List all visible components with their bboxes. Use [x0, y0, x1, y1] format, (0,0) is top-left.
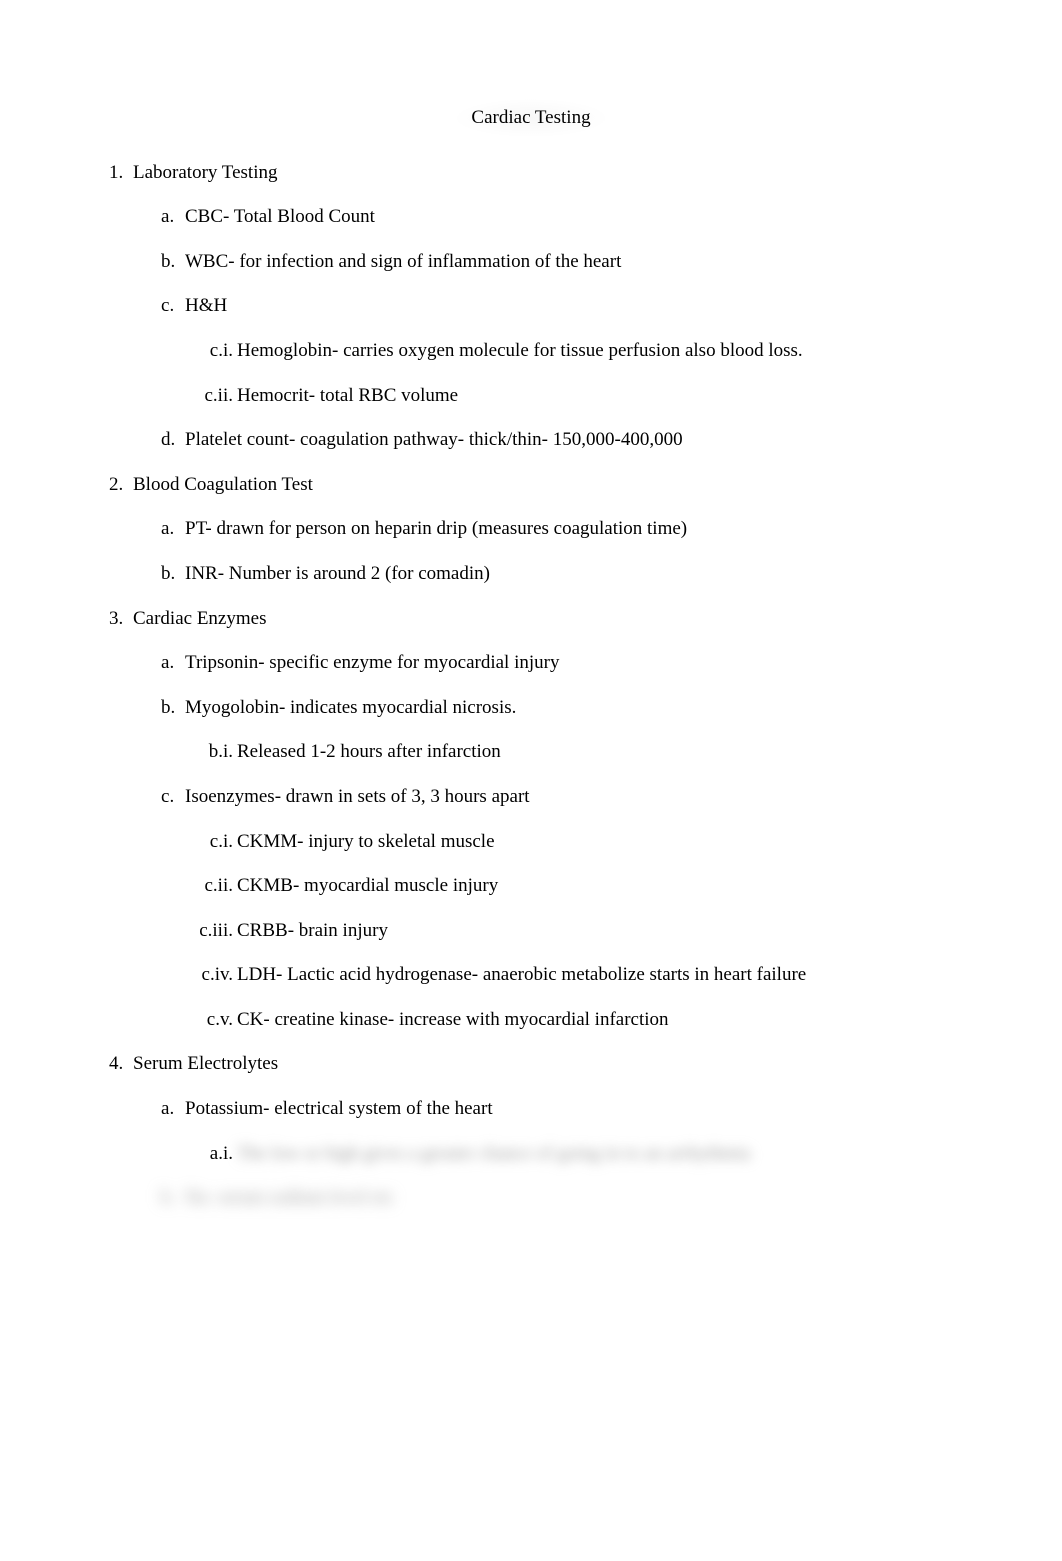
- outline-level2: CBC- Total Blood Count WBC- for infectio…: [133, 204, 967, 454]
- section-label: Serum Electrolytes: [133, 1053, 278, 1074]
- item-text: H&H: [185, 295, 227, 316]
- list-item: Myogolobin- indicates myocardial nicrosi…: [185, 695, 967, 766]
- l3-marker: c.iii.: [195, 918, 233, 945]
- list-item: c.i.Hemoglobin- carries oxygen molecule …: [237, 338, 967, 365]
- l3-marker: c.i.: [195, 829, 233, 856]
- item-text: INR- Number is around 2 (for comadin): [185, 563, 490, 584]
- list-item: c.ii.CKMB- myocardial muscle injury: [237, 873, 967, 900]
- item-text: CRBB- brain injury: [237, 920, 388, 941]
- item-text: Tripsonin- specific enzyme for myocardia…: [185, 652, 559, 673]
- outline-level3: c.i.Hemoglobin- carries oxygen molecule …: [185, 338, 967, 409]
- l3-marker: c.iv.: [195, 962, 233, 989]
- list-item: INR- Number is around 2 (for comadin): [185, 561, 967, 588]
- list-item: a.i.The low or high gives a greater chan…: [237, 1141, 967, 1168]
- outline-level3: a.i.The low or high gives a greater chan…: [185, 1141, 967, 1168]
- list-item: Isoenzymes- drawn in sets of 3, 3 hours …: [185, 784, 967, 1034]
- list-item: c.iv.LDH- Lactic acid hydrogenase- anaer…: [237, 962, 967, 989]
- section-laboratory-testing: Laboratory Testing CBC- Total Blood Coun…: [133, 160, 967, 454]
- list-item: Platelet count- coagulation pathway- thi…: [185, 427, 967, 454]
- item-text: WBC- for infection and sign of inflammat…: [185, 251, 621, 272]
- l3-marker: c.ii.: [195, 383, 233, 410]
- outline-level3: c.i.CKMM- injury to skeletal muscle c.ii…: [185, 829, 967, 1034]
- item-text: Isoenzymes- drawn in sets of 3, 3 hours …: [185, 786, 530, 807]
- l3-marker: c.i.: [195, 338, 233, 365]
- list-item: H&H c.i.Hemoglobin- carries oxygen molec…: [185, 293, 967, 409]
- section-blood-coagulation-test: Blood Coagulation Test PT- drawn for per…: [133, 472, 967, 588]
- blurred-text: The low or high gives a greater chance o…: [237, 1143, 750, 1164]
- item-text: Potassium- electrical system of the hear…: [185, 1098, 493, 1119]
- outline-level3: b.i.Released 1-2 hours after infarction: [185, 739, 967, 766]
- item-text: PT- drawn for person on heparin drip (me…: [185, 518, 687, 539]
- section-label: Laboratory Testing: [133, 162, 277, 183]
- outline-level2: Tripsonin- specific enzyme for myocardia…: [133, 650, 967, 1033]
- section-serum-electrolytes: Serum Electrolytes Potassium- electrical…: [133, 1051, 967, 1211]
- section-cardiac-enzymes: Cardiac Enzymes Tripsonin- specific enzy…: [133, 606, 967, 1034]
- list-item: c.ii.Hemocrit- total RBC volume: [237, 383, 967, 410]
- list-item: c.v.CK- creatine kinase- increase with m…: [237, 1007, 967, 1034]
- item-text: Myogolobin- indicates myocardial nicrosi…: [185, 697, 516, 718]
- item-text: CKMM- injury to skeletal muscle: [237, 831, 495, 852]
- l3-marker: c.ii.: [195, 873, 233, 900]
- blurred-list-item: Na- serum sodium level etc: [185, 1185, 967, 1212]
- item-text: LDH- Lactic acid hydrogenase- anaerobic …: [237, 964, 806, 985]
- item-text: Hemoglobin- carries oxygen molecule for …: [237, 340, 803, 361]
- item-text: Hemocrit- total RBC volume: [237, 385, 458, 406]
- list-item: PT- drawn for person on heparin drip (me…: [185, 516, 967, 543]
- section-label: Blood Coagulation Test: [133, 474, 313, 495]
- l3-marker: b.i.: [195, 739, 233, 766]
- list-item: Potassium- electrical system of the hear…: [185, 1096, 967, 1167]
- l3-marker: c.v.: [195, 1007, 233, 1034]
- section-label: Cardiac Enzymes: [133, 608, 266, 629]
- list-item: b.i.Released 1-2 hours after infarction: [237, 739, 967, 766]
- outline-level2: PT- drawn for person on heparin drip (me…: [133, 516, 967, 587]
- list-item: Tripsonin- specific enzyme for myocardia…: [185, 650, 967, 677]
- item-text: Released 1-2 hours after infarction: [237, 741, 501, 762]
- item-text: Na- serum sodium level etc: [185, 1187, 394, 1208]
- outline-level1: Laboratory Testing CBC- Total Blood Coun…: [95, 160, 967, 1212]
- item-text: CK- creatine kinase- increase with myoca…: [237, 1009, 669, 1030]
- list-item: CBC- Total Blood Count: [185, 204, 967, 231]
- outline-level2: Potassium- electrical system of the hear…: [133, 1096, 967, 1212]
- list-item: c.iii.CRBB- brain injury: [237, 918, 967, 945]
- page-title: Cardiac Testing: [95, 105, 967, 132]
- list-item: WBC- for infection and sign of inflammat…: [185, 249, 967, 276]
- l3-marker: a.i.: [195, 1141, 233, 1168]
- list-item: c.i.CKMM- injury to skeletal muscle: [237, 829, 967, 856]
- item-text: CKMB- myocardial muscle injury: [237, 875, 498, 896]
- item-text: Platelet count- coagulation pathway- thi…: [185, 429, 683, 450]
- item-text: CBC- Total Blood Count: [185, 206, 375, 227]
